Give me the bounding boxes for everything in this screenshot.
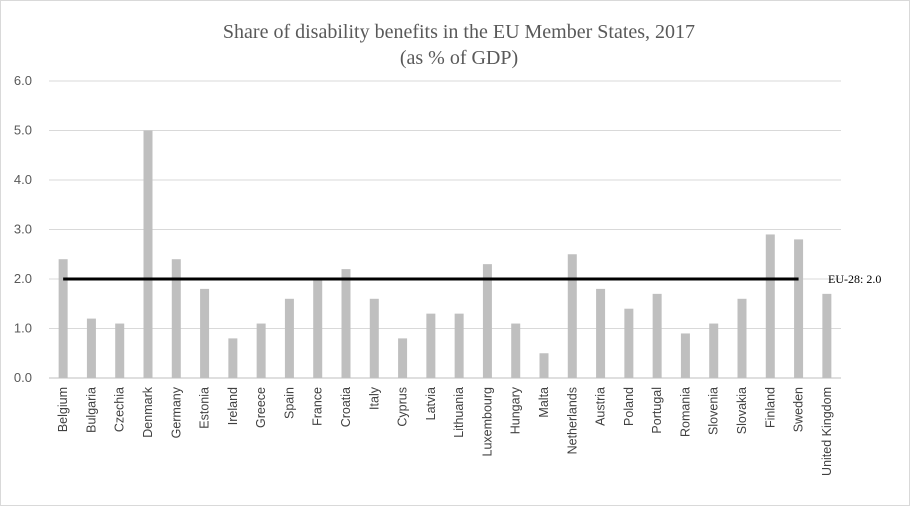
- reference-line-group: EU-28: 2.0: [63, 272, 881, 286]
- x-tick-label: Latvia: [424, 387, 438, 420]
- x-tick-label: Netherlands: [565, 387, 579, 454]
- x-tick-label: Denmark: [141, 386, 155, 437]
- bar: [86, 318, 96, 378]
- bar: [652, 293, 662, 378]
- bar: [596, 288, 606, 378]
- y-tick-label: 4.0: [14, 172, 32, 187]
- x-tick-label: Italy: [367, 386, 381, 410]
- y-tick-label: 1.0: [14, 321, 32, 336]
- bar: [567, 254, 577, 378]
- x-tick-label: Ireland: [226, 387, 240, 425]
- bar: [369, 298, 379, 378]
- y-tick-label: 0.0: [14, 370, 32, 385]
- x-tick-label: Sweden: [792, 387, 806, 432]
- x-tick-label: Czechia: [113, 387, 127, 432]
- x-tick-label: Luxembourg: [480, 387, 494, 457]
- y-tick-label: 3.0: [14, 222, 32, 237]
- bar: [822, 293, 832, 378]
- x-tick-label: Malta: [537, 387, 551, 418]
- x-tick-label: Poland: [622, 387, 636, 426]
- bar: [256, 323, 266, 378]
- x-axis-ticks: Belgium Bulgaria Czechia Denmark Germany Esto…: [56, 386, 834, 476]
- y-tick-label: 6.0: [14, 73, 32, 88]
- x-tick-label: Estonia: [198, 387, 212, 429]
- bar: [737, 298, 747, 378]
- gridlines: [49, 80, 841, 329]
- bar: [398, 338, 408, 378]
- x-tick-label: Slovenia: [707, 387, 721, 435]
- bar: [171, 259, 181, 378]
- x-tick-label: Finland: [763, 387, 777, 428]
- bar: [539, 353, 549, 378]
- bar: [115, 323, 125, 378]
- bar: [426, 313, 436, 378]
- bars: [58, 130, 832, 378]
- bar: [143, 130, 153, 378]
- bar: [482, 264, 492, 378]
- x-tick-label: Romania: [678, 387, 692, 437]
- y-tick-label: 2.0: [14, 271, 32, 286]
- bar: [341, 269, 351, 378]
- x-tick-label: Portugal: [650, 387, 664, 434]
- x-tick-label: United Kingdom: [820, 387, 834, 476]
- x-tick-label: Cyprus: [396, 387, 410, 427]
- bar: [58, 259, 68, 378]
- chart-subtitle: (as % of GDP): [400, 47, 518, 69]
- x-tick-label: Croatia: [339, 387, 353, 427]
- bar: [284, 298, 294, 378]
- y-tick-label: 5.0: [14, 123, 32, 138]
- x-tick-label: Belgium: [56, 387, 70, 432]
- bar: [228, 338, 238, 378]
- x-tick-label: Lithuania: [452, 387, 466, 438]
- x-tick-label: Slovakia: [735, 387, 749, 434]
- x-tick-label: Spain: [282, 387, 296, 419]
- x-tick-label: Hungary: [509, 386, 523, 434]
- x-tick-label: France: [311, 387, 325, 426]
- x-tick-label: Bulgaria: [84, 387, 98, 433]
- bar: [313, 279, 323, 378]
- x-tick-label: Greece: [254, 387, 268, 428]
- y-axis-ticks: 0.0 1.0 2.0 3.0 4.0 5.0 6.0: [14, 73, 32, 385]
- chart-title: Share of disability benefits in the EU M…: [223, 21, 695, 43]
- bar: [765, 234, 775, 378]
- bar: [624, 308, 634, 378]
- bar: [680, 333, 690, 378]
- bar: [200, 288, 210, 378]
- bar: [511, 323, 521, 378]
- eu-average-label: EU-28: 2.0: [828, 272, 881, 286]
- bar: [709, 323, 719, 378]
- bar: [454, 313, 464, 378]
- x-tick-label: Germany: [169, 386, 183, 438]
- x-tick-label: Austria: [594, 387, 608, 426]
- bar: [794, 239, 804, 378]
